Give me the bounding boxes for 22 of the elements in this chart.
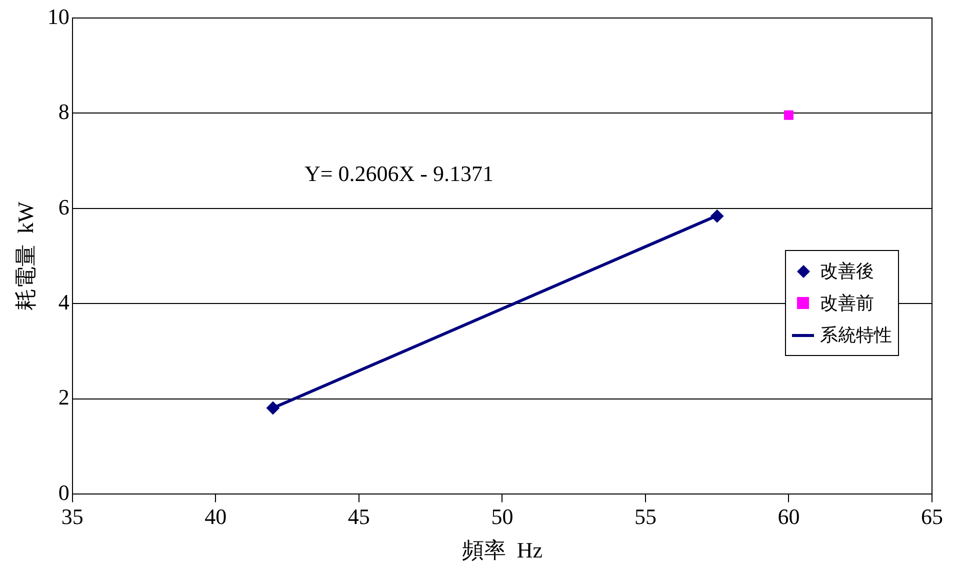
x-tick-label: 65 — [921, 504, 943, 530]
point — [710, 210, 724, 223]
x-tick-label: 55 — [634, 504, 656, 530]
y-tick-label: 2 — [58, 384, 70, 410]
y-axis-title: 耗電量 kW — [12, 201, 38, 310]
y-tick-label: 0 — [58, 480, 70, 505]
y-tick-label: 6 — [58, 194, 70, 220]
annotation: Y= 0.2606X - 9.1371 — [304, 160, 494, 186]
x-tick-label: 60 — [778, 504, 800, 530]
point — [266, 402, 280, 415]
y-tick-label: 4 — [58, 290, 70, 314]
legend-label: 改善後 — [820, 260, 874, 283]
x-tick-label: 50 — [491, 504, 514, 530]
point — [784, 110, 794, 120]
x-tick-label: 40 — [204, 504, 227, 530]
legend-label: 系統特性 — [820, 324, 892, 347]
y-tick-label: 8 — [58, 99, 70, 124]
x-tick-label: 45 — [348, 504, 370, 530]
y-tick-label: 10 — [47, 4, 70, 29]
legend-label: 改善前 — [820, 292, 874, 315]
x-tick-label: 35 — [61, 504, 84, 530]
x-axis-title: 頻率 Hz — [462, 538, 543, 563]
